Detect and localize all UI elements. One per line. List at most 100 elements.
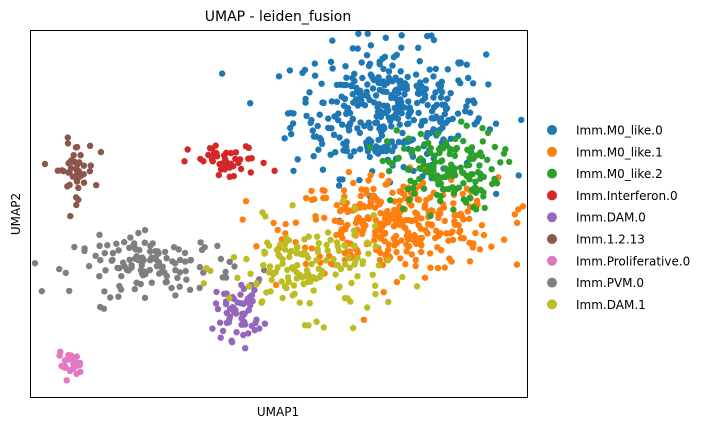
data-point [310,153,317,160]
data-point [460,137,467,145]
data-point [67,212,74,220]
data-point [147,257,154,264]
data-point [381,143,388,151]
data-point [238,281,245,289]
data-point [293,244,301,252]
data-point [391,104,398,112]
data-point [218,70,226,77]
data-point [450,189,458,197]
data-point [463,61,470,68]
data-point [308,245,315,252]
data-point [197,155,204,163]
data-point [342,204,349,212]
data-point [357,146,364,153]
legend-label: Imm.PVM.0 [576,276,644,290]
data-point [519,203,527,210]
data-point [379,55,386,62]
data-point [369,85,377,92]
data-point [54,167,61,174]
data-point [56,265,63,273]
data-point [324,247,331,254]
data-point [437,210,444,217]
data-point [383,88,390,96]
data-point [342,223,350,230]
data-point [253,316,260,323]
data-point [236,156,244,163]
data-point [314,122,321,130]
data-point [441,217,448,225]
series-Imm.PVM.0 [31,226,268,312]
chart-title: UMAP - leiden_fusion [205,9,352,25]
data-point [375,101,383,108]
data-point [378,172,385,179]
data-point [513,261,521,268]
data-point [384,257,392,264]
data-point [313,318,320,325]
data-point [431,152,438,159]
data-point [226,294,233,302]
data-point [364,304,371,311]
data-point [437,230,444,237]
data-point [470,204,477,211]
data-point [226,173,233,180]
data-point [290,282,298,289]
data-point [281,241,289,248]
data-point [86,142,94,149]
data-point [182,267,189,275]
data-point [420,185,428,192]
data-point [473,118,481,125]
data-point [209,325,216,332]
data-point [322,257,330,264]
data-point [212,300,220,307]
data-point [398,237,405,244]
data-point [213,153,221,160]
data-point [338,93,345,100]
data-point [118,272,125,280]
series-Imm.DAM.1 [200,197,421,332]
data-point [203,265,210,272]
data-point [410,184,417,192]
data-point [415,44,422,51]
data-point [385,158,393,166]
data-point [356,91,364,98]
legend-marker [547,277,557,288]
data-point [450,200,457,207]
data-point [436,149,443,156]
data-point [342,242,349,250]
data-point [104,242,111,249]
data-point [383,104,390,111]
data-point [441,264,448,271]
data-point [286,253,293,261]
legend-marker [547,255,557,266]
data-point [358,59,365,66]
data-point [401,91,408,98]
data-point [80,179,88,186]
data-point [427,144,434,152]
plot-frame [30,30,528,398]
data-point [282,220,289,228]
data-point [121,238,128,246]
data-point [446,145,454,153]
data-point [293,250,300,257]
data-point [506,158,513,166]
data-point [281,135,288,142]
data-point [337,218,345,226]
data-point [451,221,459,228]
data-point [209,145,216,152]
data-point [473,197,481,204]
data-point [379,157,386,165]
data-point [351,261,358,268]
data-point [423,168,430,176]
data-point [119,259,127,266]
data-point [370,185,377,193]
data-point [67,164,75,172]
data-point [247,169,254,176]
data-point [397,68,404,75]
data-point [76,159,83,166]
data-point [408,251,415,258]
data-point [277,241,284,248]
data-point [261,250,268,257]
data-point [136,246,143,254]
data-point [330,131,338,138]
data-point [274,264,281,271]
